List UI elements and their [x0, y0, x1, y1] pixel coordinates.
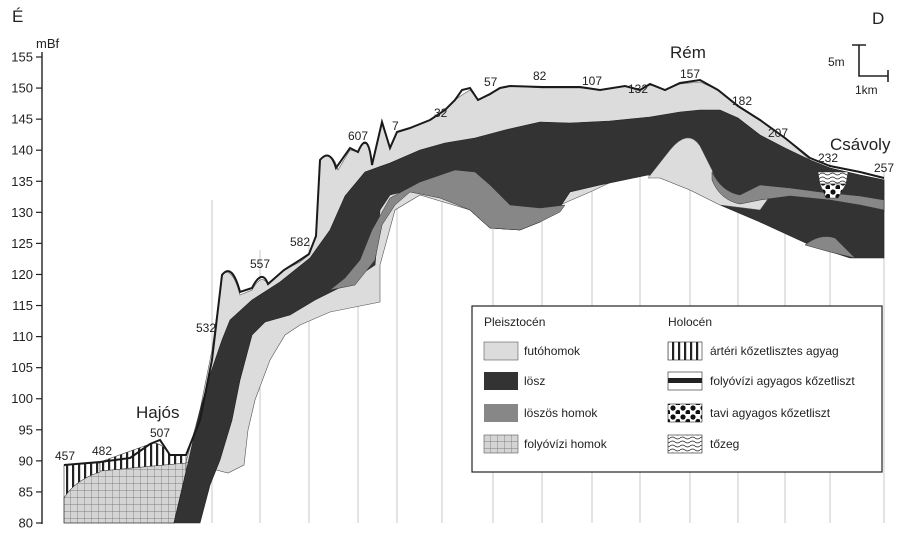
folyovizi-homok-swatch: [483, 434, 519, 454]
legend-title-pleistocene: Pleisztocén: [484, 315, 545, 329]
borehole-label: 32: [434, 106, 448, 120]
borehole-label: 582: [290, 235, 310, 249]
legend-label: lösz: [524, 374, 545, 388]
y-axis-tick-label: 155: [11, 50, 33, 65]
borehole-label: 557: [250, 257, 270, 271]
folyovizi-koezetliszt-swatch: [667, 371, 703, 391]
borehole-label: 182: [732, 94, 752, 108]
borehole-label: 457: [55, 449, 75, 463]
legend-label: tőzeg: [710, 437, 739, 451]
borehole-labels: 457 482 507 532 557 582 607 7 32 57 82 1…: [55, 67, 894, 463]
borehole-label: 607: [348, 129, 368, 143]
y-axis-tick-label: 135: [11, 174, 33, 189]
y-axis-tick-label: 100: [11, 391, 33, 406]
losz-swatch: [484, 372, 518, 390]
y-axis-tick-label: 145: [11, 112, 33, 127]
borehole-label: 7: [392, 119, 399, 133]
tozeg-swatch: [667, 434, 703, 454]
borehole-label: 507: [150, 426, 170, 440]
y-axis: 155 150 145 140 135 130 125 120 115 110 105 100 95 90…: [11, 50, 43, 531]
legend-label: ártéri kőzetlisztes agyag: [710, 344, 839, 358]
y-axis-tick-label: 80: [19, 516, 33, 531]
borehole-label: 57: [484, 75, 498, 89]
legend-label: folyóvízi agyagos kőzetliszt: [710, 374, 855, 388]
place-label-hajos: Hajós: [136, 403, 179, 422]
y-axis-tick-label: 140: [11, 143, 33, 158]
borehole-label: 257: [874, 161, 894, 175]
loszos-homok-layer-bottom: [804, 236, 856, 259]
borehole-label: 82: [533, 69, 547, 83]
scale-vertical-label: 5m: [828, 55, 845, 69]
borehole-label: 107: [582, 74, 602, 88]
legend-label: futóhomok: [524, 344, 581, 358]
y-axis-tick-label: 110: [12, 329, 33, 344]
y-axis-tick-label: 95: [19, 422, 33, 437]
y-axis-tick-label: 125: [11, 236, 33, 251]
borehole-label: 157: [680, 67, 700, 81]
legend-label: folyóvízi homok: [524, 437, 608, 451]
arteri-agyag-swatch: [667, 341, 703, 361]
scale-bar: 5m 1km: [828, 44, 889, 97]
y-axis-tick-label: 105: [11, 360, 33, 375]
borehole-label: 532: [196, 321, 216, 335]
borehole-label: 207: [768, 126, 788, 140]
borehole-label: 232: [818, 151, 838, 165]
tavi-koezetliszt-layer: [819, 183, 847, 199]
place-label-rem: Rém: [670, 43, 706, 62]
borehole-label: 132: [628, 82, 648, 96]
y-axis-unit: mBf: [36, 36, 60, 51]
y-axis-tick-label: 130: [11, 205, 33, 220]
y-axis-tick-label: 85: [19, 484, 33, 499]
y-axis-tick-label: 90: [19, 453, 33, 468]
legend: Pleisztocén Holocén futóhomok lösz löszö…: [471, 305, 883, 473]
arteri-agyag-layer-left: [63, 462, 101, 500]
loszos-homok-swatch: [484, 404, 518, 422]
legend-label: löszös homok: [524, 406, 598, 420]
legend-label: tavi agyagos kőzetliszt: [710, 406, 831, 420]
direction-south: D: [872, 9, 884, 28]
futohomok-swatch: [483, 341, 519, 361]
borehole-label: 482: [92, 444, 112, 458]
y-axis-tick-label: 115: [12, 298, 33, 313]
loszos-homok-layer: [329, 169, 566, 291]
direction-north: É: [12, 7, 23, 26]
tozeg-layer: [817, 171, 849, 185]
place-label-csavoly: Csávoly: [830, 135, 891, 154]
y-axis-tick-label: 150: [11, 81, 33, 96]
surface-profile: [63, 78, 885, 466]
loszos-homok-layer-right: [711, 171, 885, 211]
legend-title-holocene: Holocén: [668, 315, 712, 329]
tavi-koezetliszt-swatch: [667, 403, 703, 423]
scale-horizontal-label: 1km: [855, 83, 878, 97]
y-axis-tick-label: 120: [11, 267, 33, 282]
